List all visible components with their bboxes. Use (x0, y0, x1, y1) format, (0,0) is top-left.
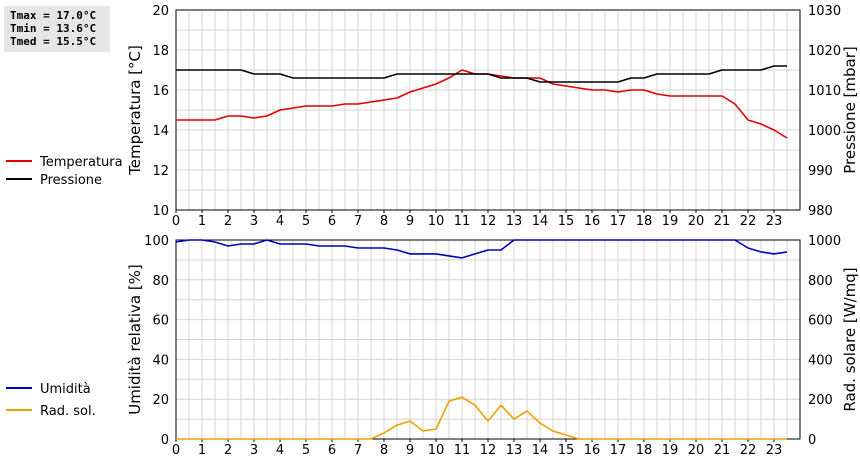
x-tick-label: 2 (224, 214, 232, 229)
legend-label: Temperatura (39, 155, 123, 170)
x-tick-label: 4 (276, 214, 284, 229)
series-line-umidit- (175, 239, 788, 259)
series-line-rad-sol- (176, 396, 787, 440)
x-tick-label: 8 (380, 443, 388, 458)
y-tick-label-left: 0 (161, 433, 169, 448)
y-tick-label-left: 10 (152, 204, 169, 219)
y-tick-label-right: 980 (808, 204, 833, 219)
y-tick-label-left: 16 (152, 84, 169, 99)
tmin-label: Tmin = 13.6°C (10, 22, 97, 35)
x-tick-label: 14 (532, 443, 549, 458)
series-line-pressione (176, 65, 787, 83)
y-tick-label-left: 60 (152, 314, 169, 329)
x-tick-label: 0 (172, 443, 180, 458)
y-axis-label-right: Pressione [mbar] (841, 46, 859, 174)
x-tick-label: 15 (558, 214, 575, 229)
stats-box: Tmax = 17.0°C Tmin = 13.6°C Tmed = 15.5°… (4, 6, 110, 52)
x-tick-label: 16 (584, 443, 601, 458)
y-tick-label-left: 14 (152, 124, 169, 139)
x-tick-label: 8 (380, 214, 388, 229)
x-tick-label: 23 (766, 214, 783, 229)
y-tick-label-right: 1030 (808, 4, 841, 19)
tmax-label: Tmax = 17.0°C (10, 9, 97, 22)
x-tick-label: 3 (250, 214, 258, 229)
x-tick-label: 23 (766, 443, 783, 458)
y-axis-label-left: Umidità relativa [%] (126, 264, 144, 415)
x-tick-label: 18 (636, 443, 653, 458)
x-tick-label: 4 (276, 443, 284, 458)
tmed-label: Tmed = 15.5°C (10, 35, 97, 48)
y-tick-label-right: 400 (808, 353, 833, 368)
x-tick-label: 19 (662, 443, 679, 458)
x-tick-label: 7 (354, 214, 362, 229)
x-tick-label: 20 (688, 214, 705, 229)
y-tick-label-left: 100 (144, 234, 169, 249)
x-tick-label: 0 (172, 214, 180, 229)
legend-label: Pressione (40, 173, 102, 188)
y-tick-label-left: 20 (152, 4, 169, 19)
y-tick-label-right: 600 (808, 314, 833, 329)
x-tick-label: 20 (688, 443, 705, 458)
x-tick-label: 5 (302, 214, 310, 229)
x-tick-label: 10 (428, 214, 445, 229)
y-tick-label-right: 1010 (808, 84, 841, 99)
x-tick-label: 9 (406, 443, 414, 458)
y-tick-label-right: 200 (808, 393, 833, 408)
x-tick-label: 1 (198, 443, 206, 458)
x-tick-label: 6 (328, 214, 336, 229)
x-tick-label: 22 (740, 443, 757, 458)
x-tick-label: 21 (714, 443, 731, 458)
x-tick-label: 11 (454, 443, 471, 458)
y-tick-label-left: 20 (152, 393, 169, 408)
y-tick-label-right: 0 (808, 433, 816, 448)
x-tick-label: 3 (250, 443, 258, 458)
legend-label: Rad. sol. (40, 404, 96, 419)
x-tick-label: 17 (610, 214, 627, 229)
x-tick-label: 14 (532, 214, 549, 229)
x-tick-label: 19 (662, 214, 679, 229)
x-tick-label: 10 (428, 443, 445, 458)
y-tick-label-left: 12 (152, 164, 169, 179)
y-tick-label-right: 1020 (808, 44, 841, 59)
x-tick-label: 22 (740, 214, 757, 229)
legend-label: Umidità (40, 382, 91, 397)
x-tick-label: 18 (636, 214, 653, 229)
x-tick-label: 11 (454, 214, 471, 229)
y-tick-label-left: 80 (152, 274, 169, 289)
x-tick-label: 17 (610, 443, 627, 458)
y-tick-label-right: 990 (808, 164, 833, 179)
y-tick-label-right: 1000 (808, 124, 841, 139)
y-axis-label-right: Rad. solare [W/mq] (841, 267, 859, 411)
x-tick-label: 12 (480, 214, 497, 229)
y-tick-label-right: 800 (808, 274, 833, 289)
y-tick-label-left: 40 (152, 353, 169, 368)
y-tick-label-left: 18 (152, 44, 169, 59)
x-tick-label: 13 (506, 214, 523, 229)
x-tick-label: 7 (354, 443, 362, 458)
x-tick-label: 9 (406, 214, 414, 229)
x-tick-label: 2 (224, 443, 232, 458)
x-tick-label: 21 (714, 214, 731, 229)
x-tick-label: 5 (302, 443, 310, 458)
x-tick-label: 12 (480, 443, 497, 458)
y-tick-label-right: 1000 (808, 234, 841, 249)
x-tick-label: 1 (198, 214, 206, 229)
x-tick-label: 6 (328, 443, 336, 458)
y-axis-label-left: Temperatura [°C] (126, 45, 144, 176)
x-tick-label: 15 (558, 443, 575, 458)
x-tick-label: 16 (584, 214, 601, 229)
x-tick-label: 13 (506, 443, 523, 458)
